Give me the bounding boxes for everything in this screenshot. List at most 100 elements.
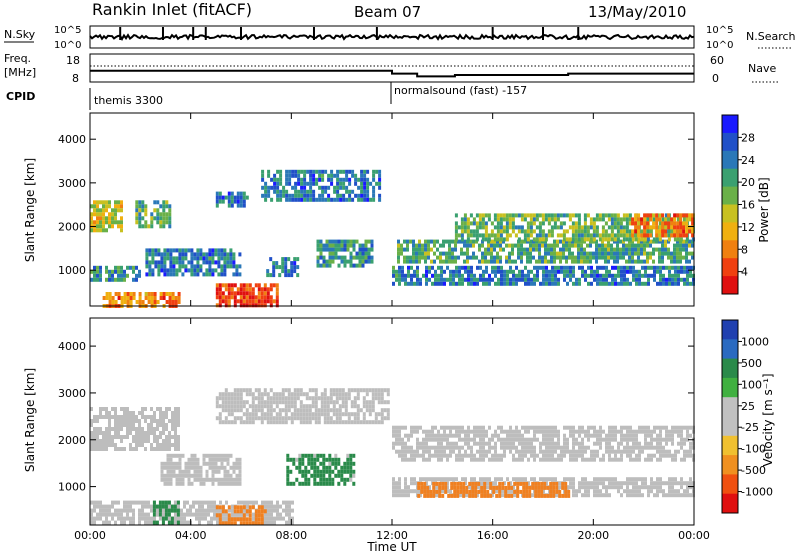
heatmap-cell [565,237,569,242]
heatmap-cell [482,425,485,430]
heatmap-cell [635,445,638,450]
heatmap-cell [156,208,160,213]
heatmap-cell [658,259,661,264]
heatmap-cell [374,396,378,401]
heatmap-cell [680,277,683,282]
colorbar-tick-label: 24 [741,154,755,167]
heatmap-cell [628,243,631,248]
heatmap-cell [441,481,445,486]
heatmap-cell [470,273,473,278]
heatmap-cell [650,441,653,446]
heatmap-cell [170,508,174,513]
heatmap-cell [649,255,652,260]
heatmap-cell [138,427,141,431]
heatmap-cell [257,283,261,288]
heatmap-cell [407,273,410,278]
heatmap-cell [425,477,428,482]
heatmap-cell [102,447,105,451]
heatmap-cell [330,181,334,186]
heatmap-cell [291,173,295,178]
heatmap-cell [641,493,644,498]
heatmap-cell [647,453,650,458]
heatmap-cell [500,493,503,498]
heatmap-cell [676,243,679,248]
heatmap-cell [677,269,680,274]
heatmap-cell [380,396,384,401]
heatmap-cell [631,217,635,222]
heatmap-cell [196,260,200,265]
heatmap-cell [467,453,470,458]
heatmap-cell [126,427,129,431]
heatmap-cell [233,400,237,405]
heatmap-cell [205,252,209,257]
heatmap-cell [577,217,581,222]
heatmap-cell [287,400,291,405]
heatmap-cell [284,396,288,401]
heatmap-cell [169,465,173,470]
heatmap-cell [135,212,139,217]
heatmap-cell [330,169,334,174]
heatmap-cell [161,516,165,521]
heatmap-cell [614,433,617,438]
heatmap-cell [248,392,252,397]
heatmap-cell [655,217,659,222]
heatmap-cell [217,469,221,474]
heatmap-cell [607,217,611,222]
heatmap-cell [491,269,494,274]
heatmap-cell [640,247,643,252]
heatmap-cell [628,259,631,264]
heatmap-cell [99,516,102,521]
heatmap-cell [295,457,299,462]
heatmap-cell [575,449,578,454]
heatmap-cell [646,225,650,230]
heatmap-cell [147,224,151,229]
heatmap-cell [180,516,183,521]
heatmap-cell [521,449,524,454]
heatmap-cell [598,251,601,256]
heatmap-cell [338,404,342,409]
heatmap-cell [242,283,246,288]
heatmap-cell [330,173,334,178]
heatmap-cell [552,481,556,486]
heatmap-cell [590,265,593,270]
heatmap-cell [503,449,506,454]
heatmap-cell [508,217,512,222]
heatmap-cell [446,437,449,442]
heatmap-cell [269,388,273,393]
heatmap-cell [553,239,556,244]
heatmap-cell [457,239,460,244]
heatmap-cell [659,429,662,434]
heatmap-cell [593,425,596,430]
heatmap-cell [509,425,512,430]
heatmap-cell [156,407,159,411]
heatmap-cell [446,433,449,438]
heatmap-cell [505,221,509,226]
heatmap-cell [160,268,164,273]
heatmap-cell [341,412,345,417]
heatmap-cell [500,445,503,450]
heatmap-cell [605,489,608,494]
heatmap-cell [549,481,553,486]
heatmap-cell [487,243,490,248]
heatmap-cell [458,457,461,462]
heatmap-cell [616,251,619,256]
heatmap-cell [211,473,215,478]
heatmap-cell [565,239,568,244]
heatmap-cell [316,465,320,470]
heatmap-cell [440,449,443,454]
heatmap-cell [346,243,350,248]
heatmap-cell [620,437,623,442]
heatmap-cell [155,512,159,517]
heatmap-cell [132,516,135,521]
heatmap-cell [473,277,476,282]
heatmap-cell [565,255,568,260]
heatmap-cell [644,477,647,482]
heatmap-cell [380,388,384,393]
heatmap-cell [622,213,626,218]
heatmap-cell [245,400,249,405]
heatmap-cell [553,221,557,226]
heatmap-cell [343,481,347,486]
heatmap-cell [559,221,563,226]
heatmap-cell [428,453,431,458]
heatmap-cell [647,485,650,490]
